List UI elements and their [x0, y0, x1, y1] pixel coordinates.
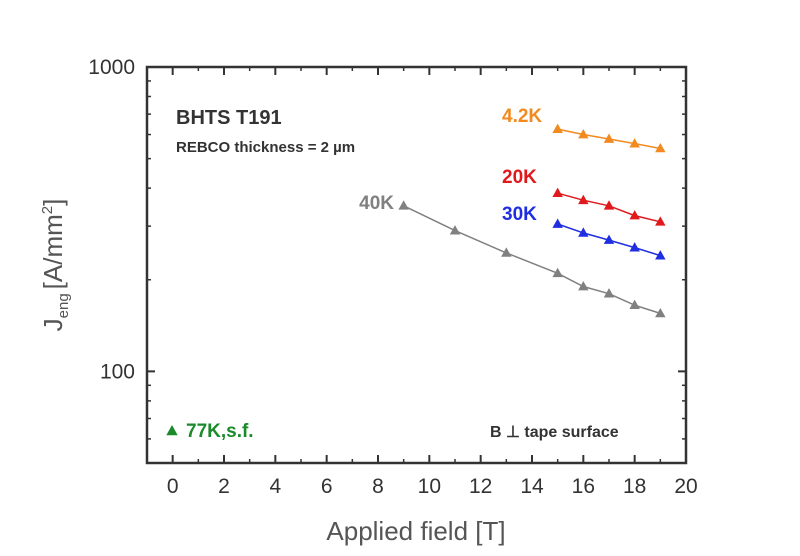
y-tick-label: 1000	[88, 56, 135, 79]
labels-layer: 4.2K 20K 30K 40K 77K,s.f.	[166, 106, 542, 442]
data-point-4-2k	[629, 138, 640, 148]
series-label-77k-s-f: 77K,s.f.	[186, 421, 254, 442]
data-point-40k	[655, 307, 666, 318]
series-label-20k: 20K	[502, 167, 537, 188]
x-tick-label: 18	[623, 475, 646, 498]
x-tick-label: 6	[321, 475, 333, 498]
plot-frame	[145, 65, 688, 465]
series-label-30k: 30K	[502, 204, 537, 225]
data-point-40k	[449, 225, 461, 235]
data-point-20k	[552, 187, 563, 198]
x-axis-label: Applied field [T]	[326, 516, 505, 546]
y-axis-label-unit: [A/mm	[38, 214, 68, 289]
data-point-30k	[629, 242, 640, 252]
ticks-layer: 0 2 4 6 8 10 12 14 16 18 20 100 1000	[88, 56, 697, 498]
x-tick-label: 16	[572, 475, 595, 498]
data-point-30k	[603, 234, 615, 244]
data-point-4-2k	[655, 142, 666, 153]
series-layer	[398, 123, 666, 318]
data-point-40k	[629, 299, 640, 310]
data-point-40k	[578, 281, 589, 291]
data-point-30k	[655, 250, 666, 260]
data-point-30k	[578, 227, 589, 237]
y-axis-label-sub: eng	[55, 293, 72, 318]
data-point-20k	[603, 200, 615, 210]
data-point-30k	[552, 218, 563, 228]
series-label-4-2k: 4.2K	[502, 106, 542, 127]
y-axis-label-close: ]	[38, 199, 68, 206]
x-tick-label: 14	[520, 475, 544, 498]
data-point-20k	[578, 194, 589, 205]
legend-marker-77k-s-f	[166, 425, 178, 436]
data-point-20k	[629, 210, 640, 220]
y-axis-label-j: J	[38, 318, 68, 331]
data-point-20k	[655, 216, 666, 226]
x-tick-label: 10	[418, 475, 441, 498]
x-tick-label: 12	[469, 475, 492, 498]
data-point-40k	[603, 288, 615, 298]
y-axis-label-sup: 2	[39, 206, 56, 214]
data-point-4-2k	[552, 123, 563, 133]
data-point-4-2k	[603, 133, 615, 143]
data-point-40k	[398, 200, 409, 210]
sample-annotation: BHTS T191	[176, 107, 282, 129]
data-point-40k	[552, 267, 563, 278]
x-tick-label: 4	[269, 475, 281, 498]
series-line-40k	[403, 205, 661, 315]
y-axis-label: Jeng [A/mm2]	[38, 199, 72, 332]
data-point-40k	[501, 247, 512, 257]
orientation-annotation: B ⊥ tape surface	[490, 424, 619, 441]
x-tick-label: 20	[674, 475, 697, 498]
thickness-annotation: REBCO thickness = 2 µm	[176, 139, 355, 156]
x-tick-label: 2	[218, 475, 230, 498]
data-point-4-2k	[578, 129, 589, 139]
x-tick-label: 8	[372, 475, 384, 498]
y-tick-label: 100	[100, 360, 135, 383]
series-label-40k: 40K	[359, 193, 394, 214]
x-tick-label: 0	[167, 475, 179, 498]
